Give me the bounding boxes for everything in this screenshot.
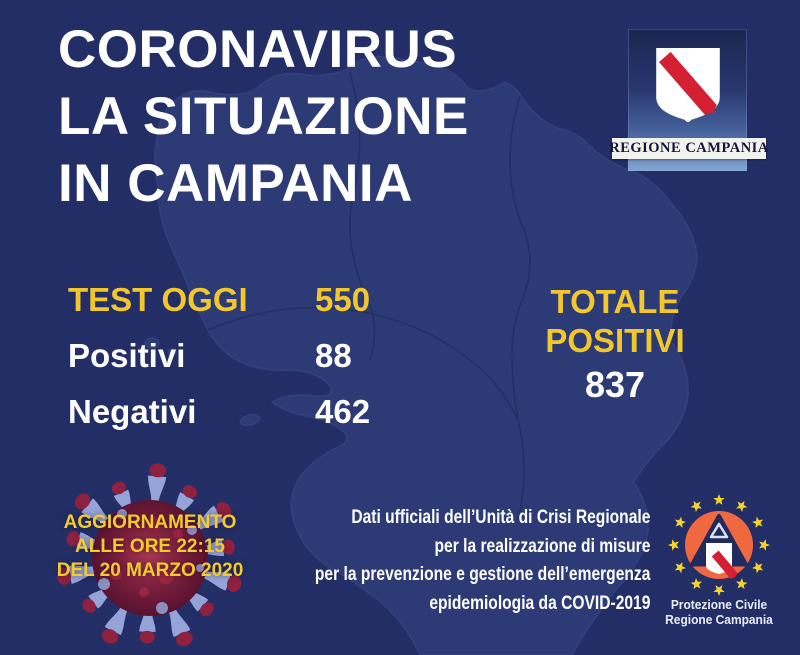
stat-label: Positivi	[68, 337, 186, 374]
pc-label-line-1: Protezione Civile	[670, 597, 768, 612]
stat-label: Negativi	[68, 393, 197, 430]
total-positives-block: TOTALE POSITIVI 837	[520, 282, 710, 404]
pc-label-line-2: Regione Campania	[665, 611, 773, 627]
title-line-3: IN CAMPANIA	[58, 154, 413, 213]
disclaimer-line-1: Dati ufficiali dell’Unità di Crisi Regio…	[350, 506, 650, 528]
stat-row-test-oggi: TEST OGGI 550	[68, 281, 388, 337]
protezione-civile-label: Protezione Civile Regione Campania	[645, 597, 792, 627]
disclaimer-line-4: epidemiologia da COVID-2019	[428, 591, 650, 614]
stat-value: 550	[315, 281, 371, 318]
protezione-civile-icon	[668, 494, 770, 596]
total-label-line-2: POSITIVI	[545, 322, 685, 359]
virus-body-spots	[110, 517, 190, 597]
update-line-2: ALLE ORE 22:15	[75, 536, 225, 557]
coronavirus-icon	[55, 462, 244, 649]
total-label-line-1: TOTALE	[550, 283, 680, 320]
pc-apex-glyph	[709, 522, 729, 539]
title-line-1: CORONAVIRUS	[58, 20, 458, 79]
update-line-3: DEL 20 MARZO 2020	[56, 560, 244, 581]
official-data-disclaimer: Dati ufficiali dell’Unità di Crisi Regio…	[314, 503, 650, 617]
stat-value: 462	[315, 393, 371, 430]
pc-shield	[705, 543, 745, 586]
disclaimer-line-3: per la prevenzione e gestione dell’emerg…	[314, 563, 650, 585]
update-line-1: AGGIORNAMENTO	[63, 512, 237, 533]
stat-row-positivi: Positivi 88	[68, 337, 388, 393]
total-value: 837	[584, 364, 646, 405]
stat-value: 88	[315, 337, 352, 374]
virus-edge-spots	[98, 509, 204, 614]
stat-label: TEST OGGI	[68, 281, 248, 318]
page-title: CORONAVIRUS LA SITUAZIONE IN CAMPANIA	[58, 16, 469, 217]
regione-campania-label: REGIONE CAMPANIA	[609, 138, 768, 159]
title-line-2: LA SITUAZIONE	[58, 87, 469, 146]
stat-row-negativi: Negativi 462	[68, 393, 388, 449]
campania-shield-icon	[652, 46, 723, 126]
update-timestamp: AGGIORNAMENTO ALLE ORE 22:15 DEL 20 MARZ…	[38, 511, 262, 583]
stats-table: TEST OGGI 550 Positivi 88 Negativi 462	[68, 281, 388, 449]
disclaimer-line-2: per la realizzazione di misure	[434, 534, 650, 557]
virus-body	[92, 500, 208, 616]
